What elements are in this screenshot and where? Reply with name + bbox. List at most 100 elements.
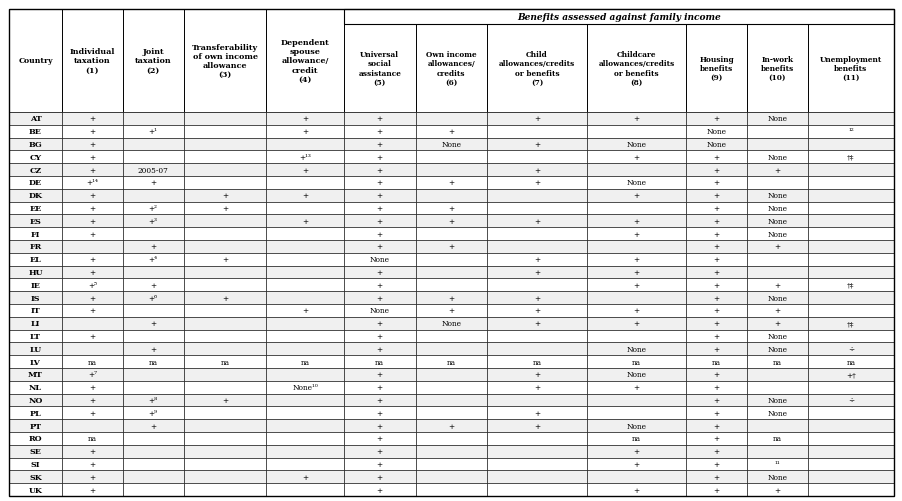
Bar bbox=[487, 266, 586, 279]
Text: +: + bbox=[774, 307, 779, 315]
Bar bbox=[123, 356, 183, 368]
Bar bbox=[807, 483, 893, 496]
Text: na: na bbox=[532, 358, 541, 366]
Bar bbox=[487, 483, 586, 496]
Bar bbox=[9, 458, 62, 470]
Bar bbox=[807, 176, 893, 189]
Bar bbox=[415, 368, 487, 381]
Bar bbox=[266, 151, 344, 164]
Bar bbox=[487, 189, 586, 202]
Text: +: + bbox=[301, 217, 308, 225]
Text: †‡: †‡ bbox=[846, 320, 853, 328]
Text: None: None bbox=[767, 345, 787, 353]
Bar bbox=[62, 254, 123, 266]
Text: +: + bbox=[89, 141, 96, 149]
Bar bbox=[686, 330, 746, 343]
Bar bbox=[746, 164, 807, 176]
Text: None: None bbox=[767, 294, 787, 302]
Text: +: + bbox=[713, 422, 719, 430]
Text: +: + bbox=[376, 332, 382, 340]
Text: None: None bbox=[767, 473, 787, 481]
Bar bbox=[487, 317, 586, 330]
Bar bbox=[344, 266, 415, 279]
Text: +: + bbox=[301, 128, 308, 136]
Bar bbox=[344, 138, 415, 151]
Text: +: + bbox=[89, 256, 96, 264]
Bar bbox=[746, 138, 807, 151]
Bar bbox=[344, 254, 415, 266]
Text: ¹²: ¹² bbox=[847, 128, 852, 136]
Bar bbox=[586, 470, 686, 483]
Bar bbox=[487, 164, 586, 176]
Text: +†: +† bbox=[845, 371, 855, 379]
Bar bbox=[807, 151, 893, 164]
Text: IE: IE bbox=[31, 281, 41, 289]
Bar bbox=[586, 279, 686, 292]
Bar bbox=[123, 215, 183, 227]
Bar bbox=[746, 113, 807, 126]
Bar bbox=[487, 343, 586, 356]
Text: +: + bbox=[376, 192, 382, 200]
Bar bbox=[9, 126, 62, 138]
Text: +: + bbox=[774, 243, 779, 251]
Bar bbox=[586, 254, 686, 266]
Bar bbox=[487, 356, 586, 368]
Bar bbox=[686, 368, 746, 381]
Bar bbox=[266, 330, 344, 343]
Bar bbox=[686, 292, 746, 305]
Bar bbox=[586, 394, 686, 407]
Text: IT: IT bbox=[31, 307, 41, 315]
Text: CZ: CZ bbox=[30, 166, 41, 174]
Bar bbox=[586, 138, 686, 151]
Bar bbox=[183, 483, 266, 496]
Bar bbox=[62, 215, 123, 227]
Bar bbox=[266, 113, 344, 126]
Bar bbox=[807, 368, 893, 381]
Bar bbox=[344, 304, 415, 317]
Bar bbox=[415, 470, 487, 483]
Text: +: + bbox=[89, 230, 96, 238]
Text: +: + bbox=[633, 256, 639, 264]
Bar bbox=[415, 292, 487, 305]
Text: +: + bbox=[89, 485, 96, 493]
Bar bbox=[344, 445, 415, 458]
Bar bbox=[344, 483, 415, 496]
Bar bbox=[183, 470, 266, 483]
Text: Universal
social
assistance
(5): Universal social assistance (5) bbox=[358, 51, 400, 87]
Text: +: + bbox=[713, 179, 719, 187]
Text: None: None bbox=[626, 141, 646, 149]
Bar bbox=[807, 164, 893, 176]
Bar bbox=[586, 113, 686, 126]
Bar bbox=[487, 279, 586, 292]
Bar bbox=[62, 483, 123, 496]
Bar bbox=[586, 368, 686, 381]
Bar bbox=[686, 458, 746, 470]
Bar bbox=[586, 151, 686, 164]
Bar bbox=[487, 445, 586, 458]
Bar bbox=[586, 164, 686, 176]
Text: +: + bbox=[376, 204, 382, 212]
Bar bbox=[266, 189, 344, 202]
Text: +⁴: +⁴ bbox=[149, 256, 158, 264]
Bar bbox=[746, 215, 807, 227]
Bar bbox=[9, 228, 62, 240]
Text: +³: +³ bbox=[149, 217, 158, 225]
Bar bbox=[266, 356, 344, 368]
Text: +: + bbox=[533, 383, 539, 391]
Text: +: + bbox=[633, 307, 639, 315]
Text: +: + bbox=[376, 141, 382, 149]
Text: None¹⁰: None¹⁰ bbox=[292, 383, 318, 391]
Text: +: + bbox=[376, 434, 382, 442]
Bar bbox=[586, 228, 686, 240]
Text: +: + bbox=[222, 192, 228, 200]
Bar bbox=[123, 228, 183, 240]
Bar bbox=[344, 176, 415, 189]
Bar bbox=[807, 202, 893, 215]
Bar bbox=[487, 470, 586, 483]
Text: +: + bbox=[533, 256, 539, 264]
Bar bbox=[183, 202, 266, 215]
Text: +: + bbox=[633, 115, 639, 123]
Text: na: na bbox=[149, 358, 158, 366]
Text: +: + bbox=[89, 332, 96, 340]
Bar bbox=[62, 126, 123, 138]
